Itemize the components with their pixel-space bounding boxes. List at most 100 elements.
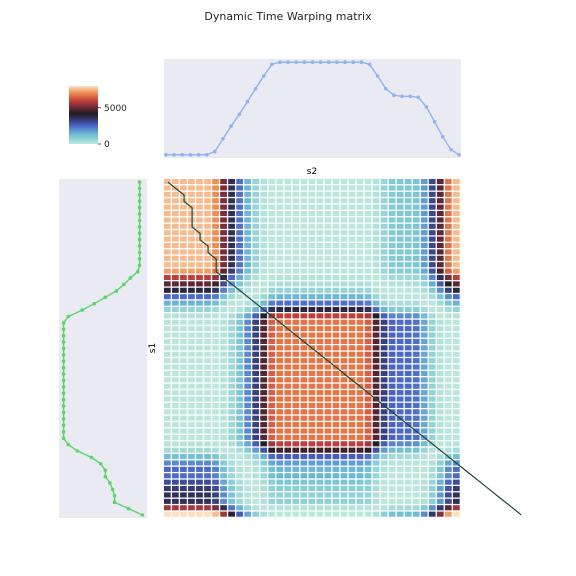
heatmap-cell bbox=[388, 441, 396, 447]
heatmap-cell bbox=[268, 447, 276, 453]
heatmap-cell bbox=[260, 498, 268, 504]
heatmap-cell bbox=[276, 479, 284, 485]
heatmap-cell bbox=[308, 466, 316, 472]
heatmap-cell bbox=[212, 428, 219, 434]
heatmap-cell bbox=[196, 268, 203, 274]
heatmap-cell bbox=[356, 313, 364, 319]
heatmap-cell bbox=[348, 441, 356, 447]
heatmap-cell bbox=[364, 191, 372, 197]
heatmap-cell bbox=[452, 185, 460, 191]
heatmap-cell bbox=[340, 217, 348, 223]
heatmap-cell bbox=[180, 422, 187, 428]
heatmap-cell bbox=[364, 396, 372, 402]
heatmap-cell bbox=[428, 370, 436, 376]
heatmap-cell bbox=[428, 326, 436, 332]
heatmap-cell bbox=[188, 236, 195, 242]
heatmap-cell bbox=[172, 230, 179, 236]
heatmap-cell bbox=[164, 466, 171, 472]
s1-point bbox=[126, 506, 131, 511]
s1-point bbox=[61, 340, 66, 344]
s1-point bbox=[137, 231, 142, 235]
heatmap-cell bbox=[428, 204, 436, 210]
warping-path-layer bbox=[167, 181, 522, 516]
heatmap-cell bbox=[236, 409, 243, 415]
heatmap-cell bbox=[348, 454, 356, 460]
heatmap-cell bbox=[284, 242, 292, 249]
heatmap-cell bbox=[220, 390, 227, 396]
heatmap-cell bbox=[172, 262, 179, 268]
chart-title: Dynamic Time Warping matrix bbox=[204, 10, 372, 23]
heatmap-cell bbox=[444, 217, 452, 223]
heatmap-cell bbox=[380, 255, 388, 261]
heatmap-cell bbox=[180, 230, 187, 236]
heatmap-cell bbox=[292, 281, 300, 287]
heatmap-cell bbox=[324, 268, 332, 274]
heatmap-cell bbox=[340, 377, 348, 383]
heatmap-cell bbox=[308, 223, 316, 229]
heatmap-cell bbox=[252, 447, 260, 453]
heatmap-cell bbox=[412, 511, 420, 517]
heatmap-cell bbox=[396, 242, 404, 249]
heatmap-cell bbox=[308, 338, 316, 345]
heatmap-cell bbox=[244, 486, 251, 492]
heatmap-cell bbox=[212, 505, 219, 511]
heatmap-cell bbox=[252, 274, 260, 281]
heatmap-cell bbox=[196, 396, 203, 402]
heatmap-cell bbox=[204, 402, 211, 408]
heatmap-cell bbox=[444, 351, 452, 357]
heatmap-cell bbox=[300, 210, 308, 217]
heatmap-cell bbox=[180, 332, 187, 338]
heatmap-cell bbox=[212, 313, 219, 319]
heatmap-cell bbox=[276, 486, 284, 492]
heatmap-cell bbox=[436, 345, 444, 351]
heatmap-cell bbox=[180, 242, 187, 249]
heatmap-cell bbox=[164, 319, 171, 325]
heatmap-cell bbox=[236, 364, 243, 370]
heatmap-cell bbox=[236, 306, 243, 313]
heatmap-cell bbox=[204, 434, 211, 440]
heatmap-cell bbox=[412, 255, 420, 261]
heatmap-cell bbox=[196, 281, 203, 287]
heatmap-cell bbox=[308, 249, 316, 255]
heatmap-cell bbox=[252, 306, 260, 313]
heatmap-cell bbox=[228, 287, 235, 293]
heatmap-cell bbox=[260, 223, 268, 229]
heatmap-cell bbox=[244, 217, 251, 223]
heatmap-cell bbox=[268, 441, 276, 447]
heatmap-cell bbox=[396, 364, 404, 370]
heatmap-cell bbox=[284, 210, 292, 217]
heatmap-cell bbox=[292, 351, 300, 357]
heatmap-cell bbox=[444, 370, 452, 376]
heatmap-cell bbox=[188, 274, 195, 281]
heatmap-cell bbox=[324, 441, 332, 447]
s1-point bbox=[61, 321, 66, 325]
heatmap-cell bbox=[308, 262, 316, 268]
heatmap-cell bbox=[212, 492, 219, 498]
heatmap-cell bbox=[196, 383, 203, 389]
heatmap-cell bbox=[396, 306, 404, 313]
heatmap-cell bbox=[300, 396, 308, 402]
heatmap-cell bbox=[244, 441, 251, 447]
heatmap-cell bbox=[436, 358, 444, 364]
heatmap-cell bbox=[252, 364, 260, 370]
heatmap-cell bbox=[428, 473, 436, 479]
heatmap-cell bbox=[236, 185, 243, 191]
heatmap-cell bbox=[348, 473, 356, 479]
heatmap-cell bbox=[420, 281, 428, 287]
heatmap-cell bbox=[388, 345, 396, 351]
heatmap-cell bbox=[324, 319, 332, 325]
heatmap-cell bbox=[180, 390, 187, 396]
heatmap-cell bbox=[252, 422, 260, 428]
heatmap-cell bbox=[428, 492, 436, 498]
heatmap-cell bbox=[348, 287, 356, 293]
heatmap-cell bbox=[412, 319, 420, 325]
heatmap-cell bbox=[316, 505, 324, 511]
heatmap-cell bbox=[364, 466, 372, 472]
s1-point bbox=[61, 404, 66, 408]
heatmap-cell bbox=[228, 492, 235, 498]
heatmap-cell bbox=[420, 274, 428, 281]
heatmap-cell bbox=[436, 249, 444, 255]
heatmap-cell bbox=[252, 242, 260, 249]
heatmap-cell bbox=[332, 262, 340, 268]
heatmap-cell bbox=[188, 402, 195, 408]
